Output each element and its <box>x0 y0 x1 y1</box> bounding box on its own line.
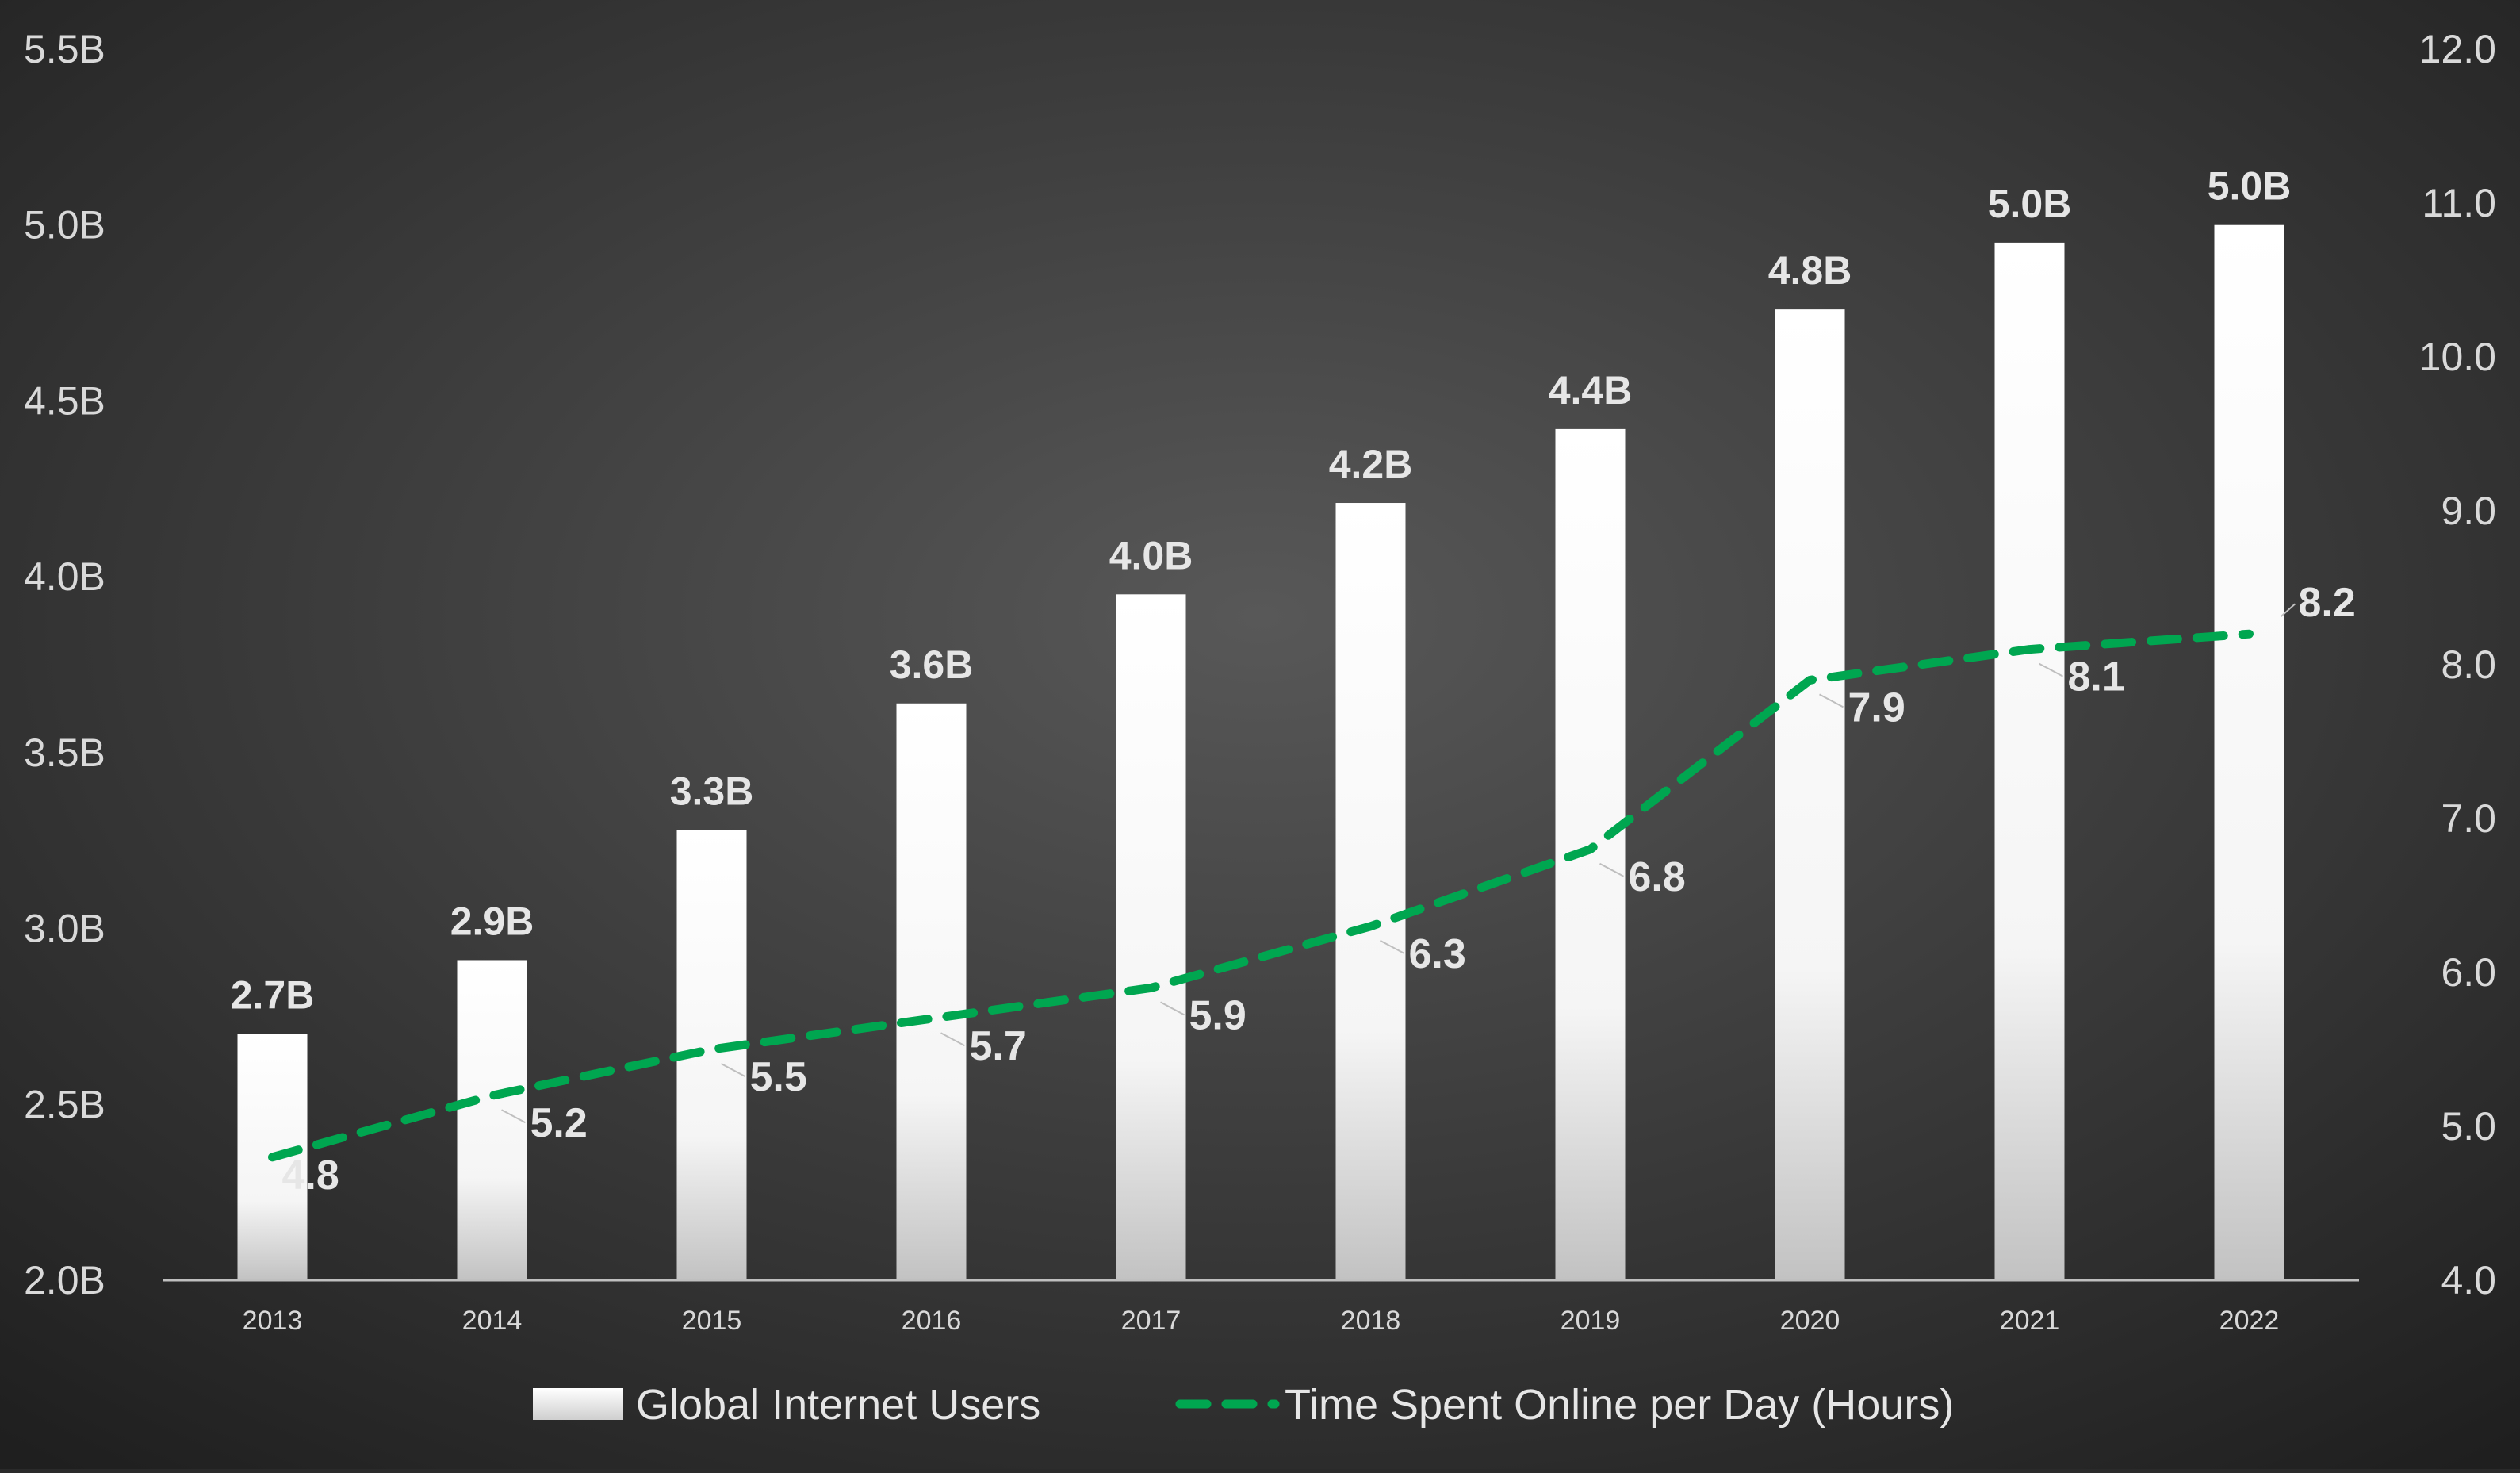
x-axis-tick-label: 2013 <box>243 1306 303 1336</box>
line-data-label: 5.7 <box>970 1023 1027 1069</box>
bar-2018 <box>1335 503 1406 1280</box>
bar-data-label: 5.0B <box>2208 164 2292 209</box>
right-axis-tick-label: 10.0 <box>2419 335 2496 379</box>
right-axis-tick-label: 8.0 <box>2441 643 2496 687</box>
line-data-label: 5.5 <box>750 1054 807 1100</box>
bar-2020 <box>1775 309 1845 1280</box>
line-label-leader <box>1819 693 1844 708</box>
line-label-leader <box>501 1109 526 1124</box>
bar-data-label: 5.0B <box>1988 182 2072 226</box>
left-axis-tick-label: 3.0B <box>24 907 105 951</box>
x-axis-tick-label: 2018 <box>1341 1306 1401 1336</box>
line-data-label: 6.3 <box>1409 931 1466 977</box>
legend-label-global-internet-users: Global Internet Users <box>636 1381 1040 1429</box>
line-label-leader <box>2280 603 2296 617</box>
x-axis-tick-label: 2015 <box>682 1306 742 1336</box>
line-data-labels: 4.8 5.2 5.5 5.7 5.9 6.3 6.8 7.9 8.1 8.2 <box>282 580 2356 1199</box>
line-point-2013 <box>272 1157 274 1158</box>
bar-2016 <box>896 703 967 1280</box>
line-point-2015 <box>711 1049 713 1050</box>
bar-data-label: 2.9B <box>450 899 534 943</box>
line-point-2014 <box>492 1095 493 1096</box>
line-point-2021 <box>2029 649 2031 650</box>
line-data-label: 7.9 <box>1848 685 1905 731</box>
legend-bar-swatch <box>533 1388 623 1420</box>
x-axis-tick-label: 2017 <box>1121 1306 1181 1336</box>
right-axis-tick-label: 5.0 <box>2441 1104 2496 1149</box>
line-label-leader <box>940 1032 965 1047</box>
right-axis-tick-label: 12.0 <box>2419 27 2496 71</box>
line-label-leader <box>1160 1001 1185 1016</box>
bar-data-labels: 2.7B 2.9B 3.3B 3.6B 4.0B 4.2B 4.4B 4.8B 5.0B 5.0B <box>231 164 2292 1018</box>
right-axis-tick-label: 6.0 <box>2441 950 2496 995</box>
line-series-time-spent-online <box>268 629 2254 1162</box>
left-axis-tick-label: 3.5B <box>24 731 105 775</box>
bar-data-label: 2.7B <box>231 973 315 1018</box>
right-axis-tick-label: 4.0 <box>2441 1258 2496 1302</box>
right-axis-tick-label: 7.0 <box>2441 796 2496 841</box>
right-axis-tick-label: 9.0 <box>2441 489 2496 533</box>
line-label-leader <box>721 1063 745 1077</box>
bar-data-label: 4.8B <box>1768 248 1852 293</box>
bar-data-label: 3.6B <box>890 643 974 687</box>
x-axis-tick-label: 2016 <box>902 1306 962 1336</box>
line-label-leader <box>1380 939 1404 954</box>
x-axis-tick-label: 2022 <box>2219 1306 2280 1336</box>
left-axis-tick-label: 5.0B <box>24 203 105 247</box>
line-data-label: 8.2 <box>2299 580 2356 626</box>
bar-2021 <box>1994 242 2065 1280</box>
line-point-2017 <box>1151 987 1152 988</box>
x-axis-tick-label: 2020 <box>1780 1306 1840 1336</box>
line-point-2019 <box>1590 849 1591 850</box>
bar-2014 <box>457 960 527 1280</box>
x-axis: 2013 2014 2015 2016 2017 2018 2019 2020 2021 2022 <box>243 1306 2280 1336</box>
left-axis-tick-label: 2.0B <box>24 1258 105 1302</box>
line-data-label: 8.1 <box>2068 654 2125 700</box>
bar-data-label: 4.4B <box>1549 368 1633 412</box>
right-axis-tick-label: 11.0 <box>2422 181 2496 225</box>
bar-data-label: 3.3B <box>670 769 754 813</box>
bar-series-global-internet-users <box>237 224 2284 1280</box>
line-data-label: 6.8 <box>1629 854 1686 900</box>
bar-data-label: 4.2B <box>1329 442 1413 486</box>
left-axis-tick-label: 4.0B <box>24 554 105 599</box>
left-axis: 2.0B 2.5B 3.0B 3.5B 4.0B 4.5B 5.0B 5.5B <box>24 27 105 1302</box>
line-point-2016 <box>931 1018 933 1019</box>
line-label-leader <box>2039 662 2063 677</box>
x-axis-tick-label: 2019 <box>1561 1306 1621 1336</box>
line-data-label: 5.9 <box>1189 992 1247 1038</box>
legend: Global Internet Users Time Spent Online p… <box>533 1381 1954 1429</box>
x-axis-tick-label: 2014 <box>462 1306 523 1336</box>
line-data-label: 4.8 <box>282 1153 339 1199</box>
right-axis: 4.0 5.0 6.0 7.0 8.0 9.0 10.0 11.0 12.0 <box>2419 27 2496 1302</box>
left-axis-tick-label: 4.5B <box>24 378 105 423</box>
x-axis-tick-label: 2021 <box>2000 1306 2060 1336</box>
line-label-leader <box>1599 862 1624 877</box>
time-online-line <box>268 629 2254 1162</box>
line-point-2018 <box>1370 926 1372 927</box>
line-point-2022 <box>2249 633 2250 635</box>
bar-2022 <box>2214 224 2284 1280</box>
bar-data-label: 4.0B <box>1109 533 1193 577</box>
legend-label-time-spent-online: Time Spent Online per Day (Hours) <box>1285 1381 1954 1429</box>
line-data-label: 5.2 <box>530 1100 588 1146</box>
line-point-2020 <box>1810 679 1811 681</box>
left-axis-tick-label: 2.5B <box>24 1082 105 1126</box>
left-axis-tick-label: 5.5B <box>24 27 105 71</box>
bar-2017 <box>1116 594 1186 1280</box>
